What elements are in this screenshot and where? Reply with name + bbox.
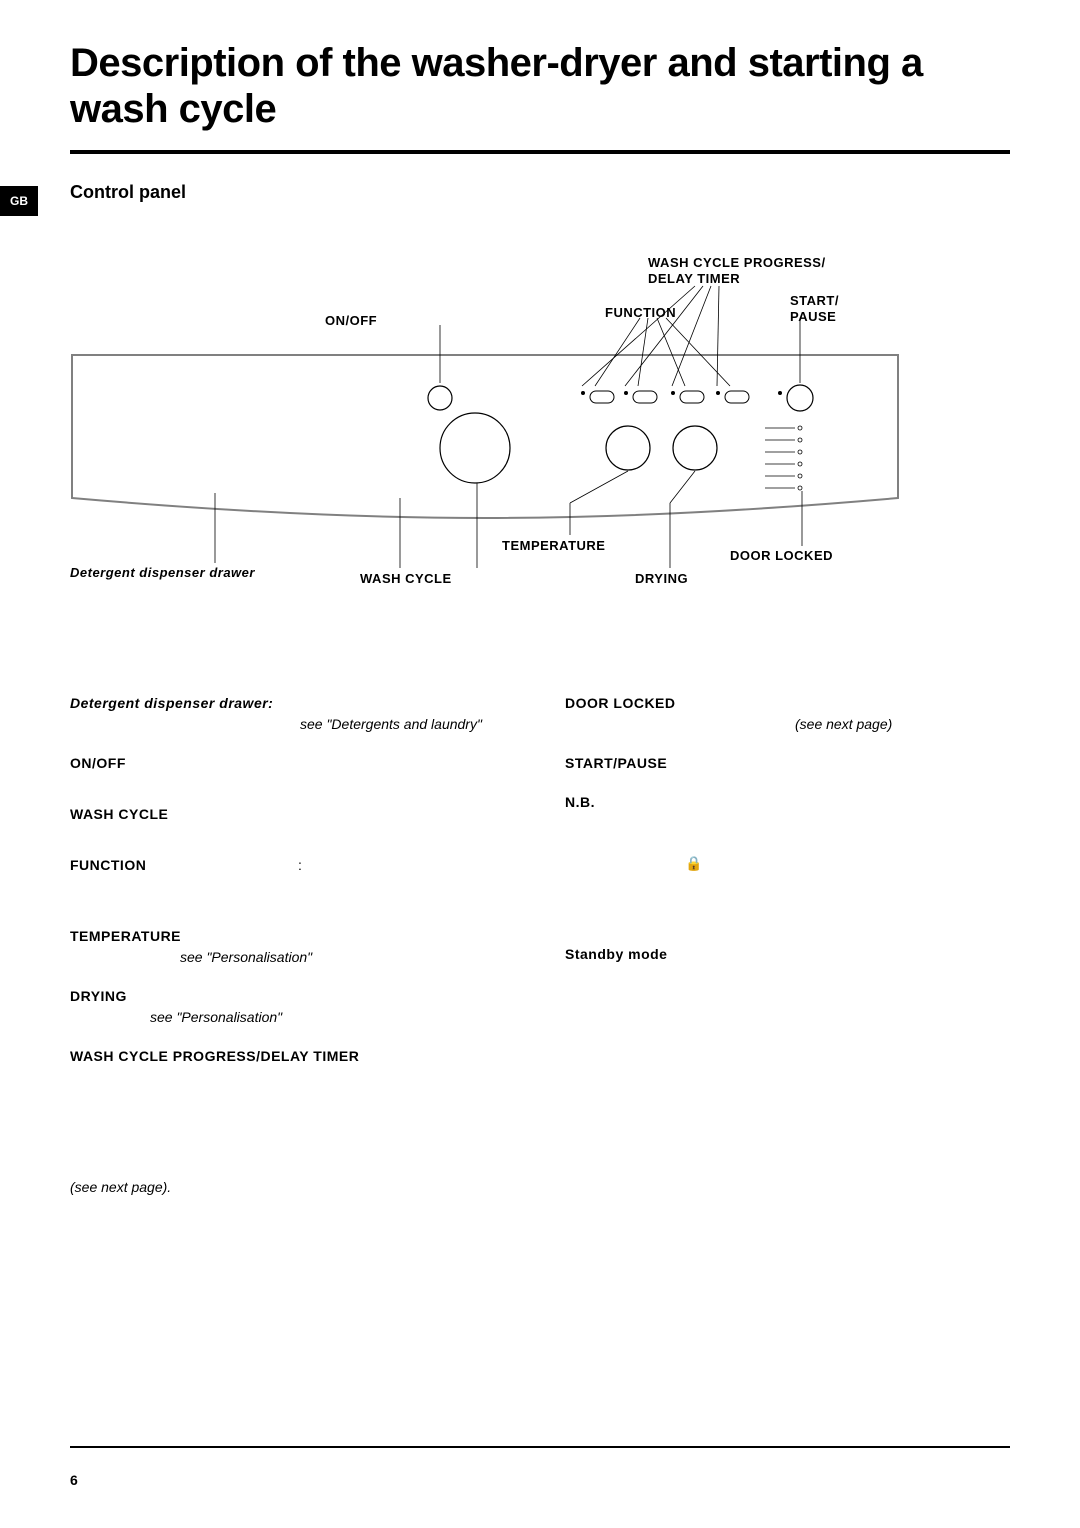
para-detergent: Detergent dispenser drawer: see "Deterge… xyxy=(70,693,515,735)
panel-svg xyxy=(70,243,1010,593)
para-nextpage: (see next page). xyxy=(70,1177,515,1198)
para-standby: Standby mode xyxy=(565,944,1010,965)
function-buttons-icon xyxy=(581,391,749,403)
page-title: Description of the washer-dryer and star… xyxy=(70,40,1010,132)
right-column: DOOR LOCKED (see next page) START/PAUSE … xyxy=(565,693,1010,1216)
title-rule xyxy=(70,150,1010,154)
para-lock-icon: 🔒 xyxy=(565,853,1010,874)
para-onoff: ON/OFF xyxy=(70,753,515,774)
para-drying: DRYING see "Personalisation" xyxy=(70,986,515,1028)
para-doorlocked: DOOR LOCKED (see next page) xyxy=(565,693,1010,735)
wash-cycle-knob-icon xyxy=(440,413,510,483)
on-off-button-icon xyxy=(428,386,452,410)
control-panel-diagram: WASH CYCLE PROGRESS/ DELAY TIMER ON/OFF … xyxy=(70,243,1010,593)
left-column: Detergent dispenser drawer: see "Deterge… xyxy=(70,693,515,1216)
para-startpause: START/PAUSE xyxy=(565,753,1010,774)
bottom-rule xyxy=(70,1446,1010,1448)
drying-knob-icon xyxy=(673,426,717,470)
start-pause-dot-icon xyxy=(778,391,782,395)
start-pause-button-icon xyxy=(787,385,813,411)
body-columns: Detergent dispenser drawer: see "Deterge… xyxy=(70,693,1010,1216)
language-tag: GB xyxy=(0,186,38,216)
indicator-leds-icon xyxy=(765,426,802,490)
panel-outline xyxy=(72,355,898,518)
lock-icon: 🔒 xyxy=(685,855,702,871)
para-nb: N.B. xyxy=(565,792,1010,813)
section-heading: Control panel xyxy=(70,182,1010,203)
temperature-knob-icon xyxy=(606,426,650,470)
para-progress: WASH CYCLE PROGRESS/DELAY TIMER xyxy=(70,1046,515,1067)
para-washcycle: WASH CYCLE xyxy=(70,804,515,825)
para-function: FUNCTION : xyxy=(70,855,515,876)
page-number: 6 xyxy=(70,1472,78,1488)
para-temperature: TEMPERATURE see "Personalisation" xyxy=(70,926,515,968)
leader-lines xyxy=(215,286,802,568)
